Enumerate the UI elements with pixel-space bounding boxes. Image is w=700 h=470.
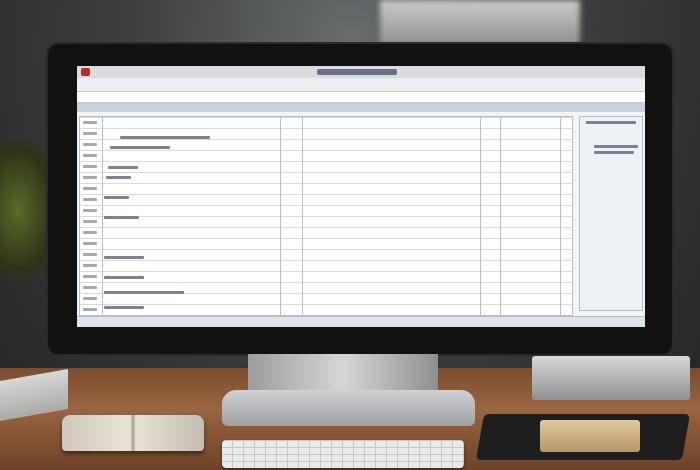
cell-text xyxy=(108,166,138,169)
status-bar xyxy=(77,316,645,327)
row-header xyxy=(83,132,97,135)
background-window xyxy=(380,0,580,45)
monitor-screen xyxy=(77,66,645,327)
grid-column-line xyxy=(560,117,561,315)
row-header xyxy=(83,198,97,201)
row-header xyxy=(83,231,97,234)
grid-column-line xyxy=(480,117,481,315)
window-title xyxy=(317,69,397,75)
app-logo-icon xyxy=(81,68,90,76)
row-header xyxy=(83,121,97,124)
sheet-tabs[interactable] xyxy=(77,103,645,112)
row-header xyxy=(83,209,97,212)
grid-column-line xyxy=(302,117,303,315)
cell-text xyxy=(104,216,139,219)
monitor-stand-neck xyxy=(248,354,438,394)
row-header xyxy=(83,165,97,168)
row-header xyxy=(83,154,97,157)
cell-text xyxy=(104,256,144,259)
panel-text xyxy=(594,151,634,154)
row-header xyxy=(83,143,97,146)
row-header xyxy=(83,286,97,289)
cell-text xyxy=(104,306,144,309)
panel-text xyxy=(594,145,638,148)
formula-bar[interactable] xyxy=(77,92,645,103)
grid-column-line xyxy=(500,117,501,315)
monitor-stand-base xyxy=(222,390,475,426)
ribbon-toolbar[interactable] xyxy=(77,78,645,92)
panel-text xyxy=(586,121,636,124)
cell-text xyxy=(104,196,129,199)
row-header xyxy=(83,253,97,256)
row-header xyxy=(83,264,97,267)
cell-text xyxy=(104,276,144,279)
cell-text xyxy=(106,176,131,179)
cell-text xyxy=(104,291,184,294)
cell-text xyxy=(120,136,210,139)
spreadsheet-grid[interactable] xyxy=(79,116,573,316)
row-header xyxy=(83,220,97,223)
side-panel[interactable] xyxy=(579,116,643,311)
grid-column-line xyxy=(280,117,281,315)
keyboard xyxy=(222,440,464,468)
row-header xyxy=(83,176,97,179)
row-header xyxy=(83,275,97,278)
notepad xyxy=(540,420,640,452)
grid-column-line xyxy=(102,117,103,315)
row-header xyxy=(83,242,97,245)
notebook-stack xyxy=(532,356,690,400)
row-header xyxy=(83,297,97,300)
row-header xyxy=(83,308,97,311)
title-bar xyxy=(77,66,645,78)
open-book xyxy=(62,415,204,451)
row-header xyxy=(83,187,97,190)
cell-text xyxy=(110,146,170,149)
